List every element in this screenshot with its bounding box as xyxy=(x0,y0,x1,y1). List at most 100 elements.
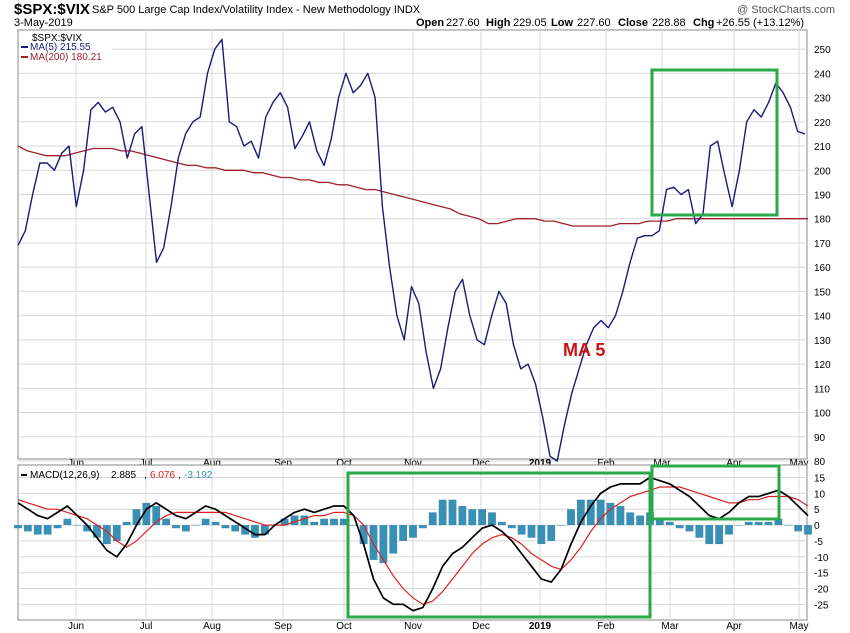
macd-x-tick-label: Apr xyxy=(726,621,742,632)
price-y-tick-label: 110 xyxy=(814,384,830,395)
chg-value: +26.55 (+13.12%) xyxy=(716,17,804,29)
macd-histogram-bar xyxy=(448,499,457,526)
low-label: Low xyxy=(551,17,573,29)
price-x-tick-label: Aug xyxy=(203,458,221,469)
macd-lines xyxy=(17,476,809,612)
price-y-tick-label: 120 xyxy=(814,360,831,371)
price-grid xyxy=(18,30,807,462)
macd-legend-comma1: , xyxy=(144,470,147,481)
macd-histogram-bar xyxy=(300,515,309,526)
macd-histogram-bar xyxy=(73,525,82,526)
macd-histogram-bar xyxy=(33,525,42,535)
macd-histogram-bar xyxy=(409,525,417,538)
macd-y-tick-label: -20 xyxy=(814,584,829,595)
price-y-tick-label: 180 xyxy=(814,215,831,226)
macd-histogram-bar xyxy=(675,525,684,529)
macd-y-tick-label: -25 xyxy=(814,600,829,611)
macd-histogram-bar xyxy=(468,509,477,526)
legend-ma5: MA(5) 215.55 xyxy=(30,42,91,53)
macd-histogram-bar xyxy=(725,525,733,535)
macd-histogram-bar xyxy=(181,525,190,532)
close-value: 228.88 xyxy=(652,17,686,29)
macd-x-tick-label: Aug xyxy=(203,621,221,632)
price-y-tick-label: 150 xyxy=(814,287,831,298)
macd-y-tick-label: 5 xyxy=(814,505,820,516)
macd-histogram-bar xyxy=(428,512,437,526)
macd-histogram-bar xyxy=(320,518,329,526)
highlight-box-price xyxy=(650,68,779,217)
macd-histogram-bar xyxy=(576,499,585,526)
macd-histogram-bar xyxy=(260,525,269,535)
macd-signal-line xyxy=(17,486,809,605)
price-x-tick-label: Jun xyxy=(68,458,84,469)
macd-histogram-bar xyxy=(172,525,180,529)
price-x-tick-label: Mar xyxy=(653,458,671,469)
macd-y-tick-label: 15 xyxy=(814,474,826,485)
macd-x-tick-label: Jul xyxy=(140,621,153,632)
price-y-tick-label: 130 xyxy=(814,336,831,347)
macd-histogram-bar xyxy=(744,521,753,526)
macd-histogram-bar xyxy=(636,515,645,526)
macd-histogram-bar xyxy=(359,525,368,545)
macd-x-tick-label: Oct xyxy=(336,621,352,632)
macd-legend-hist: -3.192 xyxy=(184,470,213,481)
macd-y-tick-label: -5 xyxy=(814,537,823,548)
macd-x-tick-label: Nov xyxy=(404,621,422,632)
price-y-tick-label: 100 xyxy=(814,409,831,420)
macd-histogram-bar xyxy=(537,525,546,545)
price-x-tick-label: Dec xyxy=(472,458,490,469)
macd-histogram xyxy=(14,499,812,564)
highlight-box-macd-left xyxy=(346,471,652,619)
macd-x-axis: Jun Jul Aug Sep Oct Nov Dec 2019 Feb Mar Apr May xyxy=(68,621,809,632)
macd-histogram-bar xyxy=(764,521,773,526)
macd-histogram-bar xyxy=(497,521,506,526)
macd-histogram-bar xyxy=(784,525,793,526)
macd-histogram-bar xyxy=(231,525,240,532)
symbol-title: $SPX:$VIX xyxy=(14,1,90,18)
macd-histogram-bar xyxy=(547,525,556,541)
price-x-tick-label: Sep xyxy=(274,458,292,469)
ma5-line xyxy=(17,38,806,462)
price-y-tick-label: 140 xyxy=(814,312,831,323)
macd-histogram-bar xyxy=(715,525,724,545)
open-value: 227.60 xyxy=(446,17,480,29)
price-y-tick-label: 190 xyxy=(814,190,831,201)
macd-histogram-bar xyxy=(369,525,378,560)
price-x-tick-label: May xyxy=(790,458,809,469)
ma5-annotation: MA 5 xyxy=(563,340,605,360)
chart-date: 3-May-2019 xyxy=(14,17,73,29)
macd-histogram-bar xyxy=(596,499,605,526)
open-label: Open xyxy=(416,17,444,29)
macd-legend-value: 2.885 xyxy=(111,470,136,481)
macd-histogram-bar xyxy=(112,525,121,541)
price-x-tick-label: Feb xyxy=(597,458,615,469)
macd-histogram-bar xyxy=(695,525,704,538)
macd-histogram-bar xyxy=(23,525,32,532)
price-x-tick-label: Oct xyxy=(336,458,352,469)
macd-histogram-bar xyxy=(191,525,200,526)
macd-x-tick-label: Feb xyxy=(597,621,615,632)
price-y-tick-label: 160 xyxy=(814,263,831,274)
macd-x-tick-label: Sep xyxy=(274,621,292,632)
price-y-tick-label: 80 xyxy=(814,457,826,468)
macd-histogram-bar xyxy=(43,525,52,535)
highlight-box-macd-right xyxy=(650,464,781,521)
ma200-line xyxy=(17,145,808,227)
macd-y-axis: -25 -20 -15 -10 -5 0 5 10 15 xyxy=(814,474,829,612)
macd-histogram-bar xyxy=(557,525,566,526)
price-panel: 80 90 100 110 120 130 140 150 160 170 180 190 200 210… xyxy=(17,29,831,469)
price-x-tick-label: Jul xyxy=(140,458,153,469)
price-y-tick-label: 170 xyxy=(814,239,831,250)
macd-histogram-bar xyxy=(280,518,289,526)
price-lines xyxy=(17,38,808,462)
price-y-tick-label: 220 xyxy=(814,118,831,129)
price-x-tick-label: 2019 xyxy=(529,458,552,469)
macd-histogram-bar xyxy=(458,506,467,526)
macd-histogram-bar xyxy=(586,499,595,526)
macd-histogram-bar xyxy=(83,525,92,532)
macd-histogram-bar xyxy=(567,509,575,526)
macd-histogram-bar xyxy=(705,525,714,545)
macd-histogram-bar xyxy=(507,525,516,529)
price-y-tick-label: 250 xyxy=(814,45,831,56)
